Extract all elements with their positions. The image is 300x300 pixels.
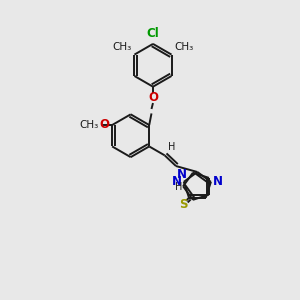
Text: N: N (177, 167, 187, 181)
Text: CH₃: CH₃ (112, 42, 131, 52)
Text: O: O (99, 118, 109, 131)
Text: O: O (148, 92, 158, 104)
Text: H: H (175, 182, 182, 192)
Text: S: S (179, 198, 188, 211)
Text: H: H (168, 142, 175, 152)
Text: N: N (213, 176, 223, 188)
Text: CH₃: CH₃ (175, 42, 194, 52)
Text: CH₃: CH₃ (80, 120, 99, 130)
Text: N: N (172, 176, 182, 188)
Text: Cl: Cl (147, 27, 159, 40)
